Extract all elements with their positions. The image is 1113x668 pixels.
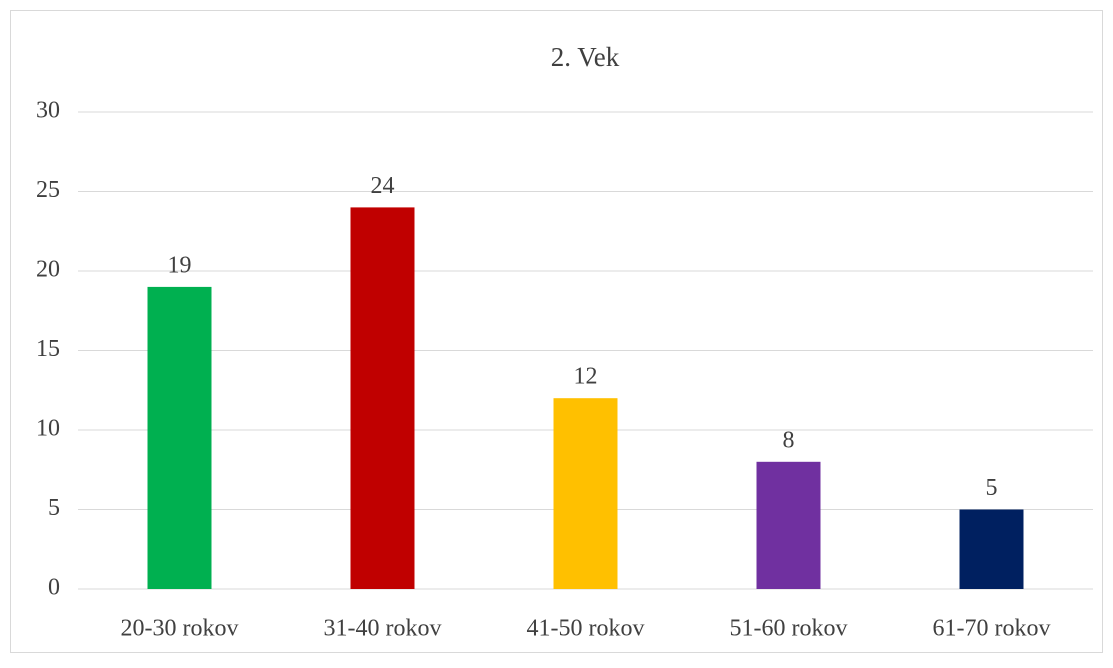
y-tick-label: 30 <box>36 98 60 124</box>
y-tick-label: 15 <box>36 336 60 362</box>
data-label: 19 <box>168 252 192 278</box>
data-label: 8 <box>783 427 795 453</box>
x-tick-label: 61-70 rokov <box>933 616 1051 642</box>
x-tick-label: 20-30 rokov <box>121 616 239 642</box>
y-tick-label: 25 <box>36 177 60 203</box>
data-label: 24 <box>371 173 395 199</box>
y-tick-label: 20 <box>36 257 60 283</box>
bar <box>553 398 618 589</box>
y-tick-label: 10 <box>36 416 60 442</box>
bar <box>959 509 1024 589</box>
data-label: 12 <box>574 364 598 390</box>
x-tick-label: 31-40 rokov <box>324 616 442 642</box>
bar <box>350 207 415 589</box>
x-tick-label: 51-60 rokov <box>730 616 848 642</box>
chart-title: 2. Vek <box>551 42 620 72</box>
data-label: 5 <box>986 475 998 501</box>
y-tick-label: 0 <box>48 575 60 601</box>
x-tick-label: 41-50 rokov <box>527 616 645 642</box>
bar <box>147 286 212 589</box>
bar <box>756 461 821 589</box>
y-tick-label: 5 <box>48 495 60 521</box>
